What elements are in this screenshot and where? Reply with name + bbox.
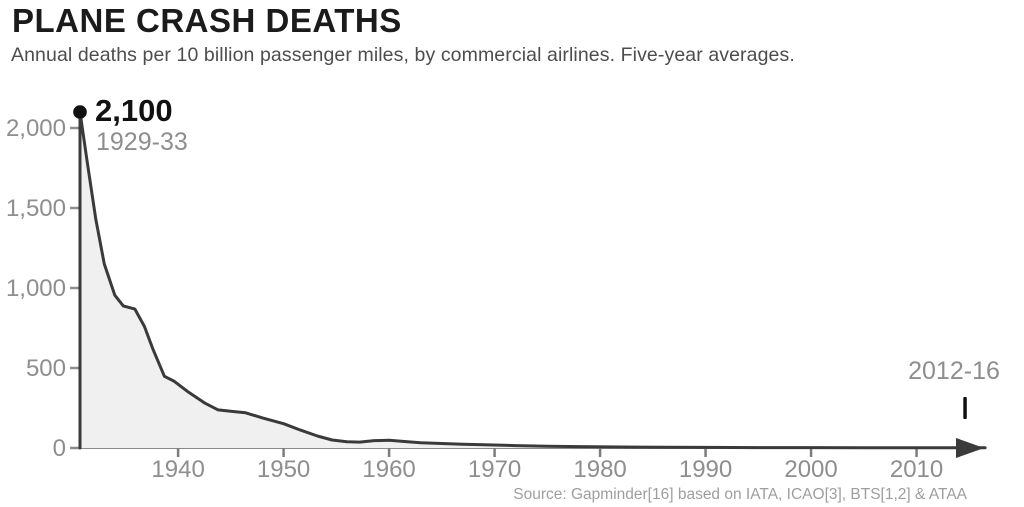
area-fill xyxy=(80,112,986,448)
x-tick-label: 1990 xyxy=(679,456,732,483)
peak-value-label: 2,100 xyxy=(95,93,173,128)
peak-marker-dot xyxy=(73,105,87,119)
y-tick-label: 1,500 xyxy=(6,195,66,222)
axis-arrowhead-icon xyxy=(956,438,984,458)
y-tick-label: 500 xyxy=(26,355,66,382)
x-tick-label: 1980 xyxy=(573,456,626,483)
x-tick-label: 1960 xyxy=(362,456,415,483)
end-period-label: 2012-16 xyxy=(908,357,1000,385)
y-tick-label: 1,000 xyxy=(6,275,66,302)
x-tick-label: 1940 xyxy=(151,456,204,483)
y-tick-label: 0 xyxy=(53,435,66,462)
source-attribution: Source: Gapminder[16] based on IATA, ICA… xyxy=(513,486,967,503)
endpoint-tick-mark xyxy=(963,397,967,419)
page-title: PLANE CRASH DEATHS xyxy=(12,2,402,39)
x-axis: 1940 1950 1960 1970 1980 1990 2000 2010 xyxy=(151,448,943,483)
x-tick-label: 2010 xyxy=(890,456,943,483)
chart-subtitle: Annual deaths per 10 billion passenger m… xyxy=(11,44,795,66)
y-tick-label: 2,000 xyxy=(6,115,66,142)
trend-line xyxy=(78,110,987,450)
peak-period-label: 1929-33 xyxy=(96,128,188,156)
y-axis: 0 500 1,000 1,500 2,000 xyxy=(6,115,79,462)
x-tick-label: 1970 xyxy=(468,456,521,483)
x-tick-label: 2000 xyxy=(784,456,837,483)
x-tick-label: 1950 xyxy=(257,456,310,483)
